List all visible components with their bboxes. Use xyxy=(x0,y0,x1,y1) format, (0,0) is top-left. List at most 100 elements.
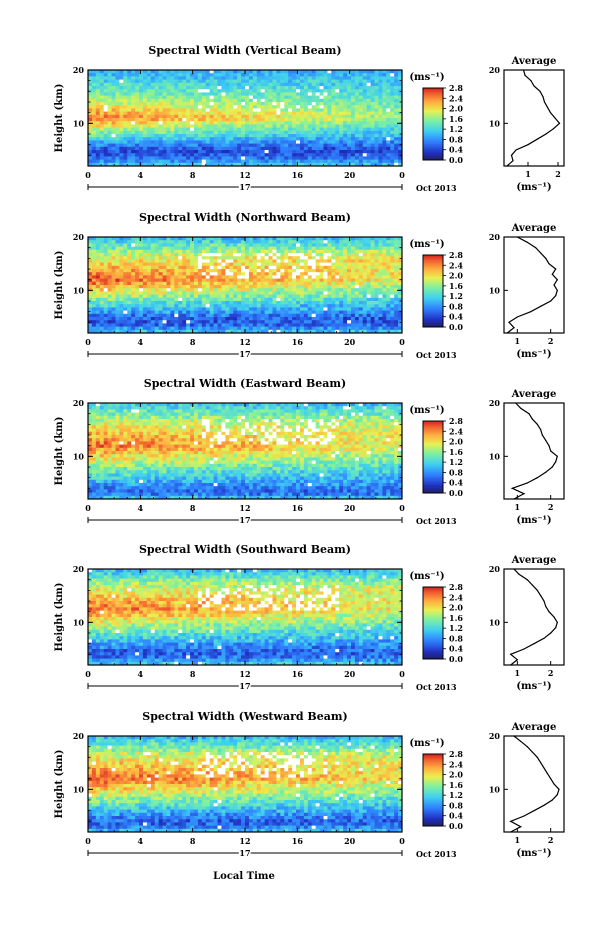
heatmap-cell xyxy=(139,159,144,164)
heatmap-cell xyxy=(260,294,266,299)
heatmap-cell xyxy=(205,137,211,141)
heatmap-cell xyxy=(225,313,230,318)
heatmap-cell xyxy=(374,130,379,135)
heatmap-cell xyxy=(323,89,328,93)
heatmap-cell xyxy=(248,317,254,321)
heatmap-cell xyxy=(237,127,242,132)
heatmap-cell xyxy=(233,130,238,135)
heatmap-cell xyxy=(370,256,375,260)
heatmap-cell xyxy=(123,265,128,270)
heatmap-cell xyxy=(272,118,277,122)
heatmap-cell xyxy=(264,281,269,286)
heatmap-cell xyxy=(99,310,105,315)
heatmap-cell xyxy=(260,124,266,128)
heatmap-cell xyxy=(307,301,313,305)
heatmap-cell xyxy=(245,89,250,93)
heatmap-cell xyxy=(362,134,368,138)
heatmap-cell xyxy=(394,294,399,299)
heatmap-cell xyxy=(135,124,140,128)
heatmap-cell xyxy=(288,150,293,154)
heatmap-cell xyxy=(339,95,344,100)
heatmap-cell xyxy=(233,240,238,244)
heatmap-cell xyxy=(221,265,226,270)
heatmap-cell xyxy=(350,73,356,77)
heatmap-cell xyxy=(292,275,297,279)
heatmap-cell xyxy=(350,259,356,263)
heatmap-cell xyxy=(296,105,301,109)
heatmap-cell xyxy=(323,256,328,260)
heatmap-cell xyxy=(268,105,273,109)
heatmap-cell xyxy=(146,76,152,80)
heatmap-cell xyxy=(350,111,356,116)
heatmap-cell xyxy=(264,272,269,276)
heatmap-cell xyxy=(315,304,320,308)
heatmap-cell xyxy=(162,281,167,286)
heatmap-cell xyxy=(335,153,340,157)
heatmap-cell xyxy=(335,143,340,148)
heatmap-cell xyxy=(166,130,171,135)
heatmap-cell xyxy=(288,79,293,84)
heatmap-cell xyxy=(111,281,116,286)
heatmap-cell xyxy=(146,134,152,138)
heatmap-cell xyxy=(88,301,93,305)
heatmap-cell xyxy=(299,134,305,138)
heatmap-cell xyxy=(205,304,211,308)
heatmap-cell xyxy=(99,275,105,279)
heatmap-cell xyxy=(245,329,250,334)
heatmap-cell xyxy=(390,98,395,103)
heatmap-cell xyxy=(347,105,352,109)
heatmap-cell xyxy=(174,246,179,251)
heatmap-cell xyxy=(323,281,328,286)
heatmap-cell xyxy=(99,95,105,100)
heatmap-cell xyxy=(162,73,167,77)
heatmap-cell xyxy=(296,89,301,93)
heatmap-cell xyxy=(88,323,93,327)
heatmap-cell xyxy=(190,159,195,164)
heatmap-cell xyxy=(327,127,332,132)
heatmap-cell xyxy=(217,127,222,132)
heatmap-cell xyxy=(256,95,262,100)
heatmap-cell xyxy=(268,159,273,164)
heatmap-cell xyxy=(323,294,328,299)
heatmap-cell xyxy=(370,291,375,295)
heatmap-cell xyxy=(264,288,269,292)
heatmap-cell xyxy=(170,297,175,302)
heatmap-cell xyxy=(182,310,187,315)
heatmap-cell xyxy=(146,92,152,96)
heatmap-cell xyxy=(225,320,230,324)
heatmap-cell xyxy=(390,150,395,154)
heatmap-cell xyxy=(166,259,171,263)
heatmap-cell xyxy=(154,262,160,267)
heatmap-cell xyxy=(303,297,309,302)
heatmap-cell xyxy=(331,301,336,305)
heatmap-cell xyxy=(366,82,372,87)
heatmap-cell xyxy=(150,297,156,302)
heatmap-cell xyxy=(327,317,332,321)
heatmap-cell xyxy=(146,150,152,154)
heatmap-cell xyxy=(248,288,254,292)
heatmap-cell xyxy=(209,130,215,135)
heatmap-cell xyxy=(99,304,105,308)
heatmap-cell xyxy=(382,105,387,109)
heatmap-cell xyxy=(323,130,328,135)
heatmap-cell xyxy=(88,143,93,148)
heatmap-cell xyxy=(339,118,344,122)
heatmap-cell xyxy=(174,79,179,84)
heatmap-cell xyxy=(193,301,199,305)
heatmap-cell xyxy=(186,281,191,286)
heatmap-cell xyxy=(398,146,403,151)
heatmap-cell xyxy=(390,82,395,87)
heatmap-cell xyxy=(292,317,297,321)
heatmap-cell xyxy=(131,92,136,96)
heatmap-cell xyxy=(284,323,289,327)
heatmap-cell xyxy=(88,259,93,263)
heatmap-cell xyxy=(390,301,395,305)
heatmap-cell xyxy=(268,92,273,96)
heatmap-cell xyxy=(268,317,273,321)
heatmap-cell xyxy=(193,304,199,308)
heatmap-cell xyxy=(166,76,171,80)
heatmap-cell xyxy=(362,118,368,122)
heatmap-cell xyxy=(221,111,226,116)
heatmap-cell xyxy=(280,105,285,109)
heatmap-cell xyxy=(150,275,156,279)
